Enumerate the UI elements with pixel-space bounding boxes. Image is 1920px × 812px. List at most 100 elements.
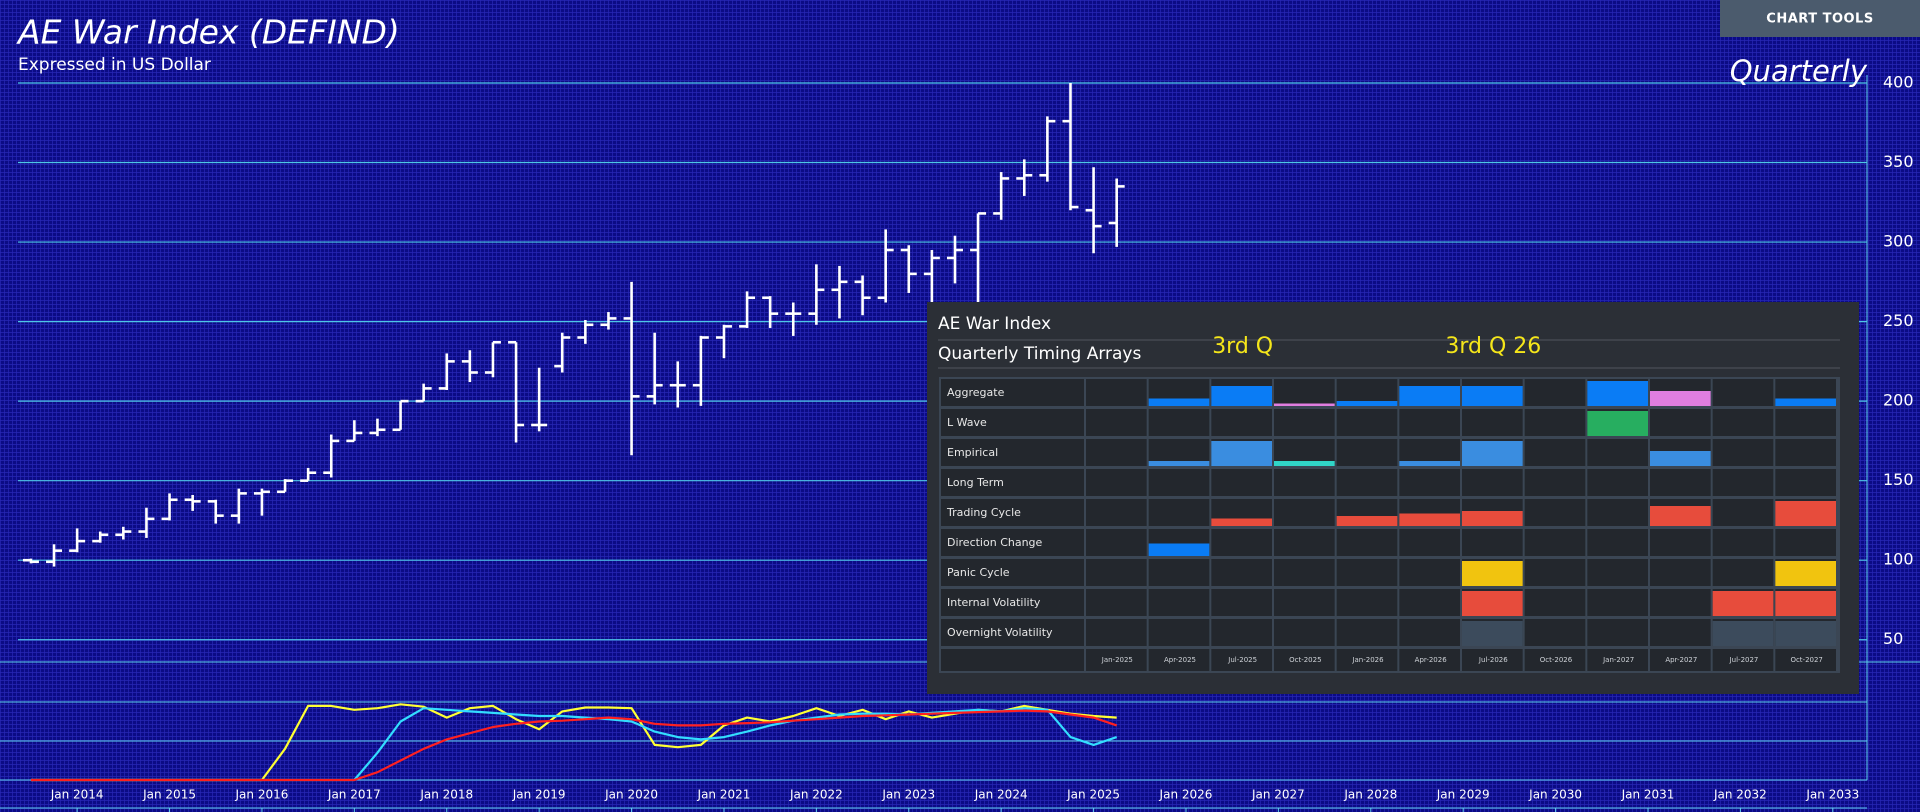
x-tick-label: Jan 2025 [1066, 788, 1120, 802]
timing-bar [1274, 461, 1335, 466]
y-tick-label: 50 [1883, 629, 1903, 648]
timing-cell [1086, 409, 1147, 436]
timing-cell [1336, 529, 1398, 556]
timing-cell [1211, 619, 1272, 646]
timing-cell [1712, 529, 1774, 556]
x-tick-label: Jan 2033 [1805, 788, 1859, 802]
x-tick-label: Jan 2015 [142, 788, 196, 802]
column-label: Oct-2025 [1289, 656, 1321, 664]
timing-cell [1086, 589, 1147, 616]
timing-cell [1650, 529, 1711, 556]
column-label: Jul-2025 [1227, 656, 1257, 664]
y-tick-label: 150 [1883, 470, 1914, 489]
timing-bar [1712, 591, 1774, 616]
header-cell [1650, 649, 1711, 671]
timing-cell [1524, 589, 1586, 616]
row-label: Empirical [947, 446, 998, 459]
timing-bar [1587, 381, 1648, 406]
x-tick-label: Jan 2016 [235, 788, 289, 802]
row-label: L Wave [947, 416, 987, 429]
timing-cell [1399, 589, 1460, 616]
row-label: Long Term [947, 476, 1004, 489]
y-tick-label: 250 [1883, 311, 1914, 330]
timing-cell [1086, 379, 1147, 406]
timing-cell [1650, 559, 1711, 586]
x-tick-label: Jan 2024 [974, 788, 1028, 802]
x-tick-label: Jan 2028 [1343, 788, 1397, 802]
timing-cell [1274, 619, 1335, 646]
timing-annotation: 3rd Q [1212, 334, 1273, 359]
header-cell [1399, 649, 1460, 671]
timing-cell [1524, 379, 1586, 406]
column-label: Jul-2027 [1729, 656, 1759, 664]
timing-cell [1650, 409, 1711, 436]
timing-cell [1462, 469, 1523, 496]
timing-cell [1336, 409, 1398, 436]
timing-cell [1650, 469, 1711, 496]
timing-cell [1148, 499, 1210, 526]
timing-cell [1462, 409, 1523, 436]
column-label: Jan-2025 [1101, 656, 1133, 664]
header-cell [1274, 649, 1335, 671]
row-label-cell [941, 589, 1084, 616]
column-label: Jul-2026 [1478, 656, 1508, 664]
timing-cell [1524, 529, 1586, 556]
timing-bar [1399, 513, 1460, 526]
timing-bar [1211, 441, 1272, 466]
timing-cell [1587, 529, 1648, 556]
column-label: Oct-2026 [1540, 656, 1573, 664]
timing-bar [1462, 591, 1523, 616]
timing-panel: AE War Index Quarterly Timing Arrays 3rd… [927, 302, 1859, 694]
timing-cell [1211, 559, 1272, 586]
panel-subtitle: Quarterly Timing Arrays [938, 344, 1141, 364]
timing-cell [1524, 499, 1586, 526]
timing-bar [1775, 621, 1836, 646]
timing-cell [1336, 619, 1398, 646]
timing-cell [1712, 499, 1774, 526]
header-cell [1148, 649, 1210, 671]
x-tick-label: Jan 2018 [419, 788, 473, 802]
row-label: Internal Volatility [947, 596, 1041, 609]
timing-bar [1775, 561, 1836, 586]
timing-cell [1336, 559, 1398, 586]
timing-cell [1086, 529, 1147, 556]
row-label: Aggregate [947, 386, 1005, 399]
header-cell [1712, 649, 1774, 671]
timing-cell [1399, 619, 1460, 646]
timing-cell [1274, 499, 1335, 526]
row-label-cell [941, 619, 1084, 646]
x-tick-label: Jan 2023 [881, 788, 935, 802]
y-tick-label: 300 [1883, 232, 1914, 251]
timing-bar [1775, 501, 1836, 526]
chart-tools-label[interactable]: CHART TOOLS [1766, 12, 1873, 27]
timing-cell [1086, 499, 1147, 526]
timing-cell [1712, 409, 1774, 436]
timing-bar [1462, 441, 1523, 466]
timing-cell [1712, 469, 1774, 496]
header-cell [1211, 649, 1272, 671]
chart-title: AE War Index (DEFIND) [16, 13, 400, 52]
x-tick-label: Jan 2021 [697, 788, 751, 802]
row-label: Direction Change [947, 536, 1043, 549]
header-cell [1462, 649, 1523, 671]
timing-cell [1211, 589, 1272, 616]
timing-bar [1148, 543, 1210, 556]
timing-bar [1462, 511, 1523, 526]
timing-annotation: 3rd Q 26 [1445, 334, 1541, 359]
timing-cell [1462, 529, 1523, 556]
timing-cell [1587, 499, 1648, 526]
timing-cell [1399, 529, 1460, 556]
timing-cell [1399, 559, 1460, 586]
chart-tools-button[interactable] [1720, 0, 1920, 37]
column-label: Apr-2025 [1164, 656, 1196, 664]
timing-bar [1399, 461, 1460, 466]
timing-cell [1524, 439, 1586, 466]
timing-bar [1399, 386, 1460, 406]
timing-bar [1274, 403, 1335, 406]
timing-cell [1148, 589, 1210, 616]
timing-cell [1086, 469, 1147, 496]
timing-cell [1712, 439, 1774, 466]
row-label-cell [941, 499, 1084, 526]
x-tick-label: Jan 2017 [327, 788, 381, 802]
